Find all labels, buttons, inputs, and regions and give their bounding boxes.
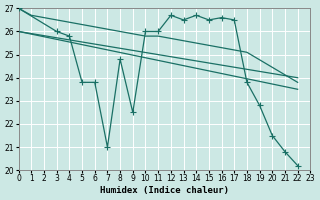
X-axis label: Humidex (Indice chaleur): Humidex (Indice chaleur) <box>100 186 229 195</box>
